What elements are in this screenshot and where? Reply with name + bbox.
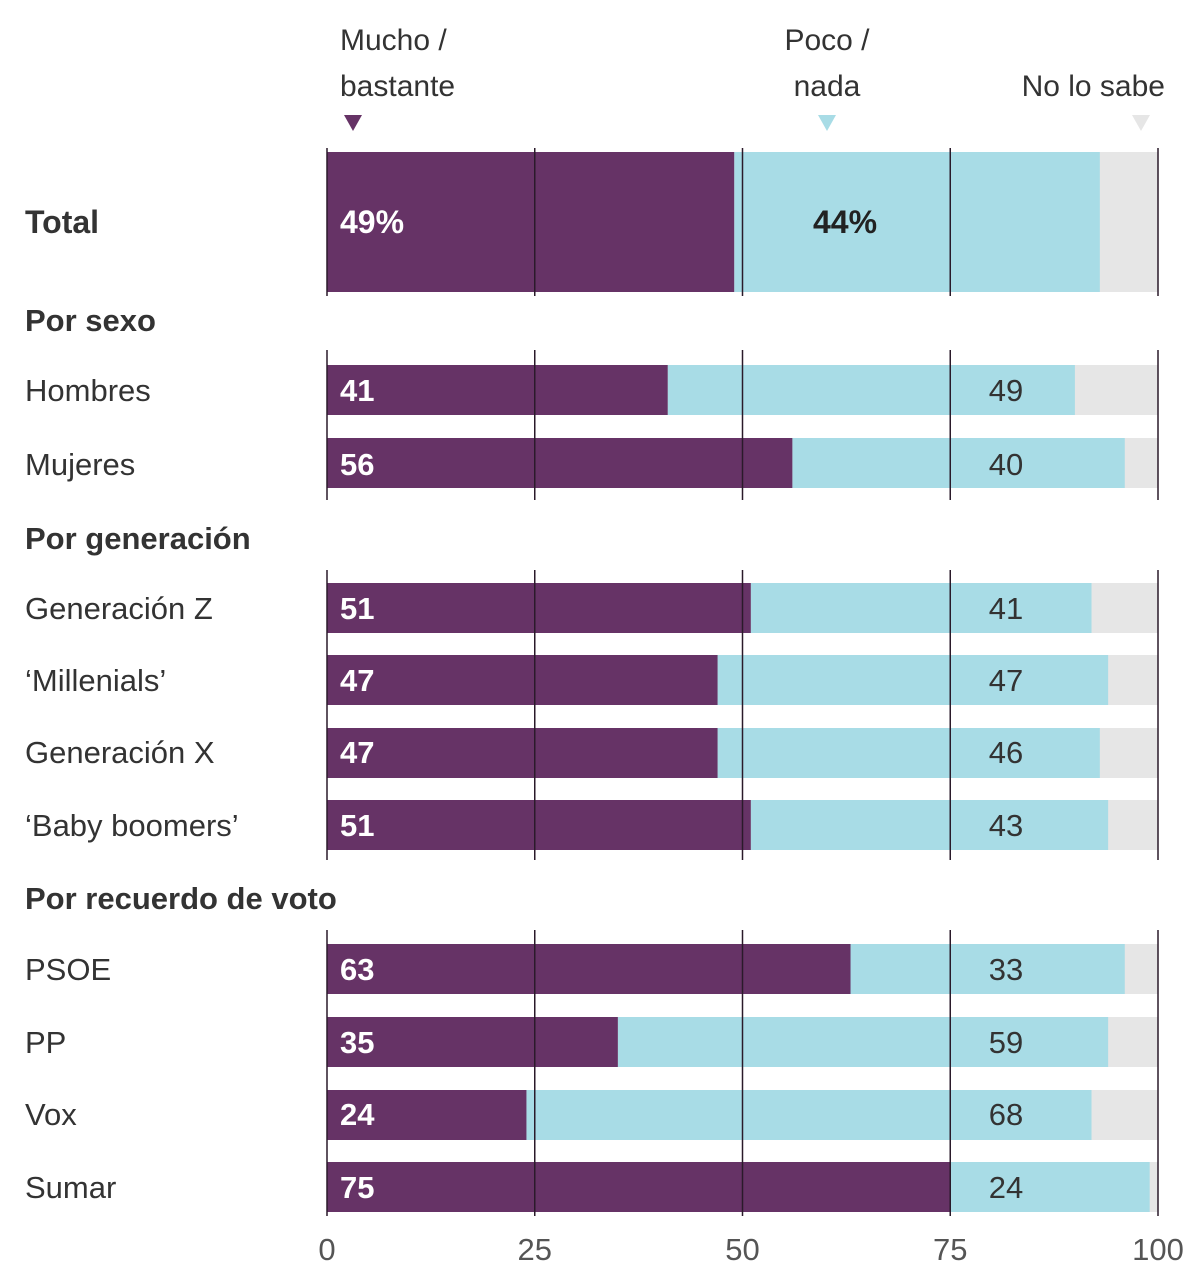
bar-poco-nada <box>792 438 1125 488</box>
value-label-mucho: 41 <box>340 373 374 408</box>
bar-poco-nada <box>750 800 1109 850</box>
group-header: Por sexo <box>25 303 156 338</box>
legend-label: Poco / <box>784 24 870 57</box>
value-label-mucho: 51 <box>340 591 374 626</box>
bar-poco-nada <box>717 655 1109 705</box>
row-label: Hombres <box>25 373 151 408</box>
bar-poco-nada <box>734 152 1100 292</box>
value-label-poco: 68 <box>989 1097 1023 1132</box>
bar-mucho-bastante <box>327 365 668 415</box>
group-header: Por recuerdo de voto <box>25 881 337 916</box>
bar-mucho-bastante <box>327 1090 527 1140</box>
row-label: Vox <box>25 1097 77 1132</box>
legend-label: nada <box>794 70 861 103</box>
bar-poco-nada <box>526 1090 1092 1140</box>
bar-poco-nada <box>850 944 1125 994</box>
legend-label: bastante <box>340 70 455 103</box>
value-label-mucho: 47 <box>340 663 374 698</box>
bar-mucho-bastante <box>327 152 735 292</box>
value-label-mucho: 47 <box>340 735 374 770</box>
row-label: Mujeres <box>25 447 135 482</box>
value-label-poco: 33 <box>989 952 1023 987</box>
value-label-poco: 47 <box>989 663 1023 698</box>
row-label: Generación X <box>25 735 215 770</box>
legend-marker-icon <box>1132 115 1150 131</box>
value-label-mucho: 51 <box>340 808 374 843</box>
row-label: Generación Z <box>25 591 213 626</box>
bar-poco-nada <box>750 583 1092 633</box>
legend-marker-icon <box>344 115 362 131</box>
row-label: ‘Baby boomers’ <box>25 808 239 843</box>
value-label-mucho: 75 <box>340 1170 374 1205</box>
value-label-mucho: 24 <box>340 1097 375 1132</box>
row-label: ‘Millenials’ <box>25 663 166 698</box>
row-label: PSOE <box>25 952 111 987</box>
row-label: PP <box>25 1025 66 1060</box>
bar-mucho-bastante <box>327 438 793 488</box>
x-tick-label: 75 <box>933 1232 967 1266</box>
value-label-poco: 40 <box>989 447 1023 482</box>
value-label-poco: 49 <box>989 373 1023 408</box>
bar-mucho-bastante <box>327 944 851 994</box>
bar-mucho-bastante <box>327 800 751 850</box>
row-label: Total <box>25 204 99 240</box>
legend-marker-icon <box>818 115 836 131</box>
x-tick-label: 25 <box>518 1232 552 1266</box>
value-label-poco: 24 <box>989 1170 1023 1205</box>
bar-mucho-bastante <box>327 655 718 705</box>
legend-label: Mucho / <box>340 24 447 57</box>
bar-mucho-bastante <box>327 1162 951 1212</box>
value-label-mucho: 63 <box>340 952 374 987</box>
value-label-poco: 59 <box>989 1025 1023 1060</box>
value-label-mucho: 56 <box>340 447 374 482</box>
bar-mucho-bastante <box>327 728 718 778</box>
value-label-poco: 41 <box>989 591 1023 626</box>
x-tick-label: 100 <box>1132 1232 1184 1266</box>
bar-poco-nada <box>617 1017 1109 1067</box>
bar-poco-nada <box>667 365 1075 415</box>
value-label-poco: 46 <box>989 735 1023 770</box>
bar-mucho-bastante <box>327 583 751 633</box>
bar-poco-nada <box>950 1162 1150 1212</box>
bar-mucho-bastante <box>327 1017 618 1067</box>
group-header: Por generación <box>25 521 251 556</box>
row-label: Sumar <box>25 1170 116 1205</box>
value-label-poco: 43 <box>989 808 1023 843</box>
value-label-poco: 44% <box>813 204 877 240</box>
x-tick-label: 0 <box>318 1232 335 1266</box>
x-tick-label: 50 <box>725 1232 759 1266</box>
value-label-mucho: 35 <box>340 1025 374 1060</box>
legend-label: No lo sabe <box>1022 70 1165 103</box>
value-label-mucho: 49% <box>340 204 404 240</box>
bar-poco-nada <box>717 728 1100 778</box>
